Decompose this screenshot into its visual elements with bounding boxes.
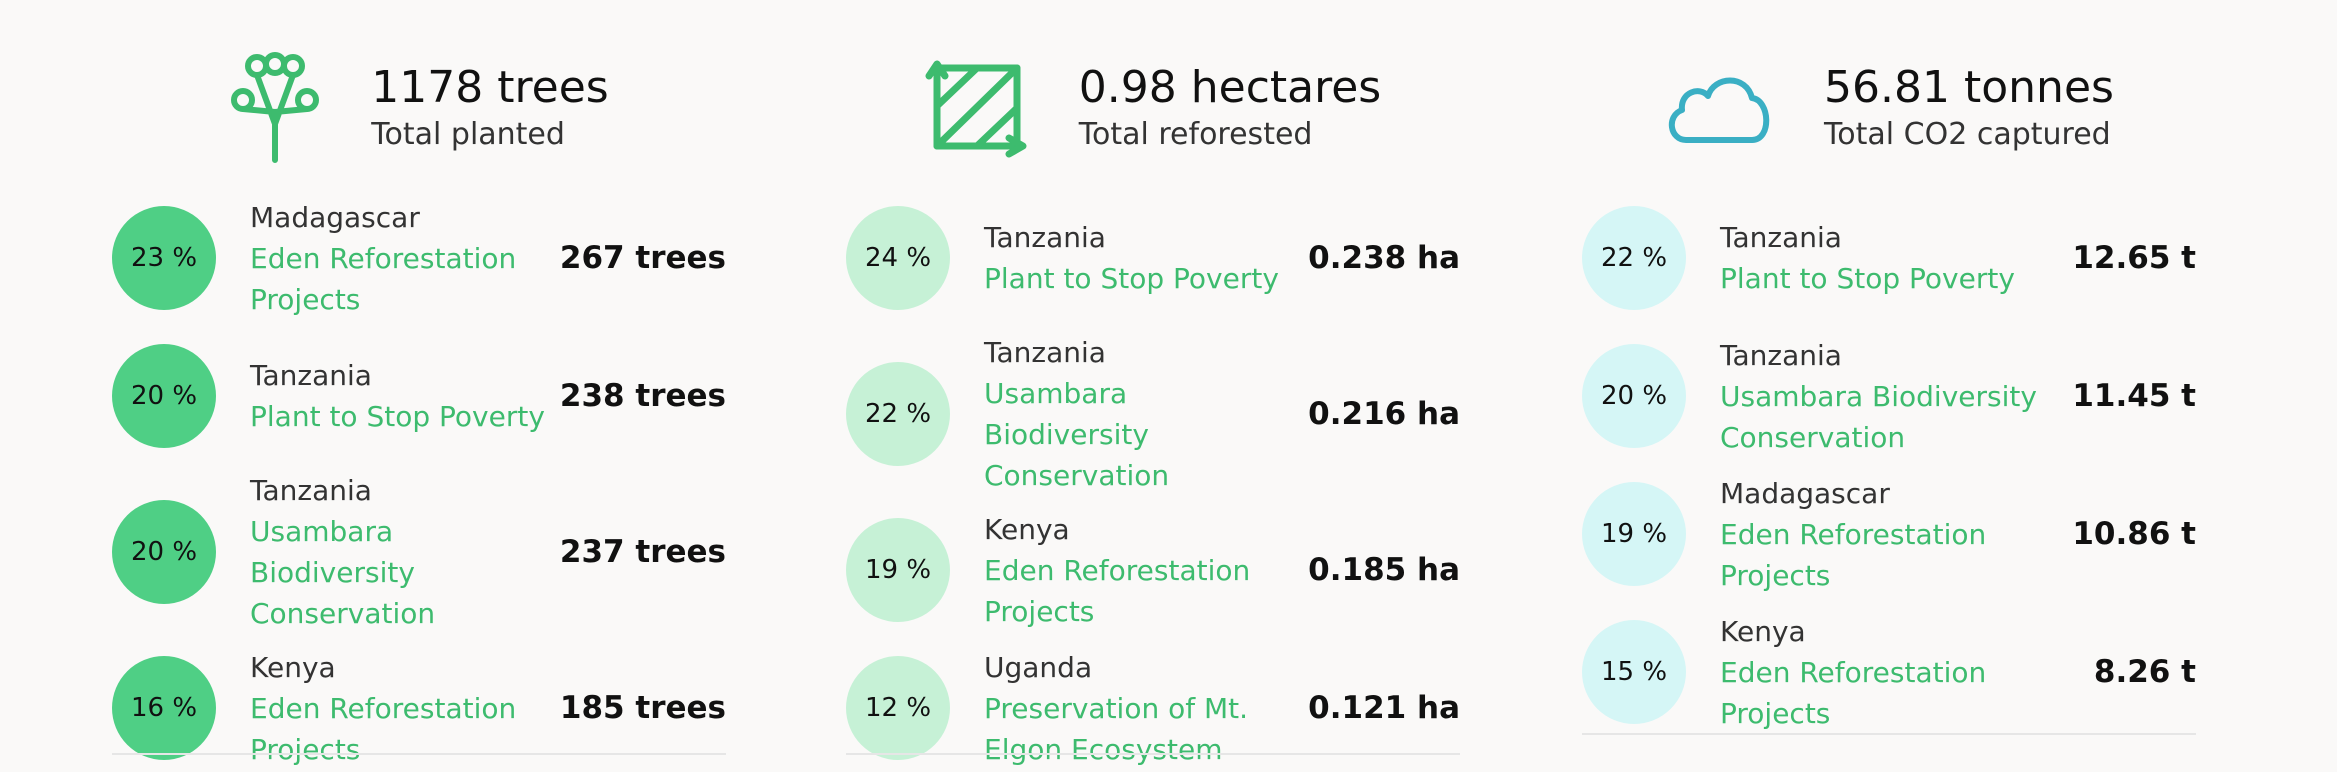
amount: 11.45 t bbox=[2072, 378, 2196, 414]
percent-badge: 23 % bbox=[112, 206, 216, 310]
project-name: Plant to Stop Poverty bbox=[1720, 262, 2015, 295]
project-info: Kenya Eden Reforestation Projects bbox=[984, 509, 1294, 632]
amount: 267 trees bbox=[559, 240, 726, 276]
project-info: Tanzania Usambara Biodiversity Conservati… bbox=[250, 470, 546, 634]
project-info: Madagascar Eden Reforestation Projects bbox=[1720, 473, 2058, 596]
country: Uganda bbox=[984, 650, 1093, 684]
percent-badge: 19 % bbox=[846, 518, 950, 622]
header-label: Total reforested bbox=[1078, 116, 1313, 152]
amount: 237 trees bbox=[559, 534, 726, 570]
project-info: Kenya Eden Reforestation Projects bbox=[1720, 611, 2080, 734]
project-name: Usambara Biodiversity Conservation bbox=[1720, 379, 2037, 454]
country: Tanzania bbox=[984, 221, 1106, 254]
co2-column: 56.81 tonnes Total CO2 captured 22 % Tanz… bbox=[1582, 0, 2196, 758]
project-name: Usambara Biodiversity Conservation bbox=[250, 515, 436, 630]
project-info: Tanzania Plant to Stop Poverty bbox=[1720, 217, 2058, 299]
project-name: Usambara Biodiversity Conservation bbox=[984, 377, 1170, 492]
percent-badge: 15 % bbox=[1582, 620, 1686, 724]
amount: 238 trees bbox=[559, 378, 726, 414]
percent-badge: 16 % bbox=[112, 656, 216, 760]
project-info: Tanzania Plant to Stop Poverty bbox=[250, 355, 546, 437]
country: Tanzania bbox=[1720, 221, 1842, 254]
amount: 0.216 ha bbox=[1308, 396, 1460, 432]
project-row: 20 % Tanzania Usambara Biodiversity Conser… bbox=[112, 470, 726, 634]
header: 1178 trees Total planted bbox=[112, 52, 726, 164]
project-info: Tanzania Usambara Biodiversity Conservati… bbox=[1720, 335, 2058, 458]
cloud-icon bbox=[1669, 77, 1770, 143]
country: Kenya bbox=[1720, 614, 1806, 648]
project-info: Kenya Eden Reforestation Projects bbox=[250, 647, 546, 770]
project-row: 19 % Madagascar Eden Reforestation Project… bbox=[1582, 470, 2196, 598]
project-name: Eden Reforestation Projects bbox=[984, 553, 1251, 628]
separator bbox=[112, 753, 726, 755]
header-text: 56.81 tonnes Total CO2 captured bbox=[1824, 62, 2114, 152]
country: Madagascar bbox=[1720, 476, 1890, 510]
header-label: Total planted bbox=[371, 116, 565, 152]
hectares-column: 0.98 hectares Total reforested 24 % Tanza… bbox=[846, 0, 1460, 766]
project-row: 23 % Madagascar Eden Reforestation Project… bbox=[112, 194, 726, 322]
amount: 185 trees bbox=[559, 690, 726, 726]
project-info: Uganda Preservation of Mt. Elgon Ecosyste… bbox=[984, 647, 1294, 770]
amount: 10.86 t bbox=[2072, 516, 2196, 552]
project-info: Tanzania Usambara Biodiversity Conservati… bbox=[984, 332, 1294, 496]
percent-badge: 20 % bbox=[112, 344, 216, 448]
percent-badge: 24 % bbox=[846, 206, 950, 310]
project-name: Eden Reforestation Projects bbox=[1720, 655, 1987, 730]
project-row: 20 % Tanzania Plant to Stop Poverty 238 tre… bbox=[112, 332, 726, 460]
percent-badge: 22 % bbox=[846, 362, 950, 466]
project-name: Eden Reforestation Projects bbox=[250, 691, 517, 766]
project-info: Tanzania Plant to Stop Poverty bbox=[984, 217, 1294, 299]
project-row: 24 % Tanzania Plant to Stop Poverty 0.238 h… bbox=[846, 194, 1460, 322]
country: Madagascar bbox=[250, 200, 420, 234]
rows: 23 % Madagascar Eden Reforestation Project… bbox=[112, 194, 726, 772]
header-text: 0.98 hectares Total reforested bbox=[1078, 62, 1382, 152]
header: 0.98 hectares Total reforested bbox=[846, 52, 1460, 164]
amount: 12.65 t bbox=[2072, 240, 2196, 276]
area-icon bbox=[925, 60, 1027, 158]
percent-badge: 12 % bbox=[846, 656, 950, 760]
percent-badge: 19 % bbox=[1582, 482, 1686, 586]
tree-icon bbox=[231, 52, 320, 163]
percent-badge: 22 % bbox=[1582, 206, 1686, 310]
separator bbox=[846, 753, 1460, 755]
percent-badge: 20 % bbox=[1582, 344, 1686, 448]
project-row: 22 % Tanzania Plant to Stop Poverty 12.65 t bbox=[1582, 194, 2196, 322]
project-name: Eden Reforestation Projects bbox=[1720, 517, 1987, 592]
header-label: Total CO2 captured bbox=[1824, 116, 2111, 152]
project-name: Preservation of Mt. Elgon Ecosystem bbox=[984, 691, 1249, 766]
country: Tanzania bbox=[250, 359, 372, 392]
header-value: 56.81 tonnes bbox=[1824, 62, 2114, 114]
project-name: Plant to Stop Poverty bbox=[984, 262, 1279, 295]
amount: 0.121 ha bbox=[1308, 690, 1460, 726]
trees-column: 1178 trees Total planted 23 % Madagascar E… bbox=[112, 0, 726, 766]
rows: 22 % Tanzania Plant to Stop Poverty 12.65 t… bbox=[1582, 194, 2196, 736]
project-row: 22 % Tanzania Usambara Biodiversity Conser… bbox=[846, 332, 1460, 496]
percent-badge: 20 % bbox=[112, 500, 216, 604]
header: 56.81 tonnes Total CO2 captured bbox=[1582, 52, 2196, 164]
country: Tanzania bbox=[984, 336, 1106, 369]
project-row: 19 % Kenya Eden Reforestation Projects 0.18… bbox=[846, 506, 1460, 634]
project-row: 15 % Kenya Eden Reforestation Projects 8.26… bbox=[1582, 608, 2196, 736]
header-value: 1178 trees bbox=[371, 62, 609, 114]
project-row: 20 % Tanzania Usambara Biodiversity Conser… bbox=[1582, 332, 2196, 460]
country: Kenya bbox=[250, 650, 336, 684]
amount: 8.26 t bbox=[2093, 654, 2196, 690]
separator bbox=[1582, 733, 2196, 735]
country: Tanzania bbox=[1720, 338, 1842, 372]
amount: 0.185 ha bbox=[1308, 552, 1460, 588]
country: Kenya bbox=[984, 512, 1070, 546]
header-value: 0.98 hectares bbox=[1078, 62, 1382, 114]
rows: 24 % Tanzania Plant to Stop Poverty 0.238 h… bbox=[846, 194, 1460, 772]
header-text: 1178 trees Total planted bbox=[371, 62, 609, 152]
project-info: Madagascar Eden Reforestation Projects bbox=[250, 197, 546, 320]
project-name: Eden Reforestation Projects bbox=[250, 241, 517, 316]
country: Tanzania bbox=[250, 474, 372, 507]
amount: 0.238 ha bbox=[1308, 240, 1460, 276]
project-name: Plant to Stop Poverty bbox=[250, 400, 545, 433]
project-row: 16 % Kenya Eden Reforestation Projects 185 … bbox=[112, 644, 726, 772]
